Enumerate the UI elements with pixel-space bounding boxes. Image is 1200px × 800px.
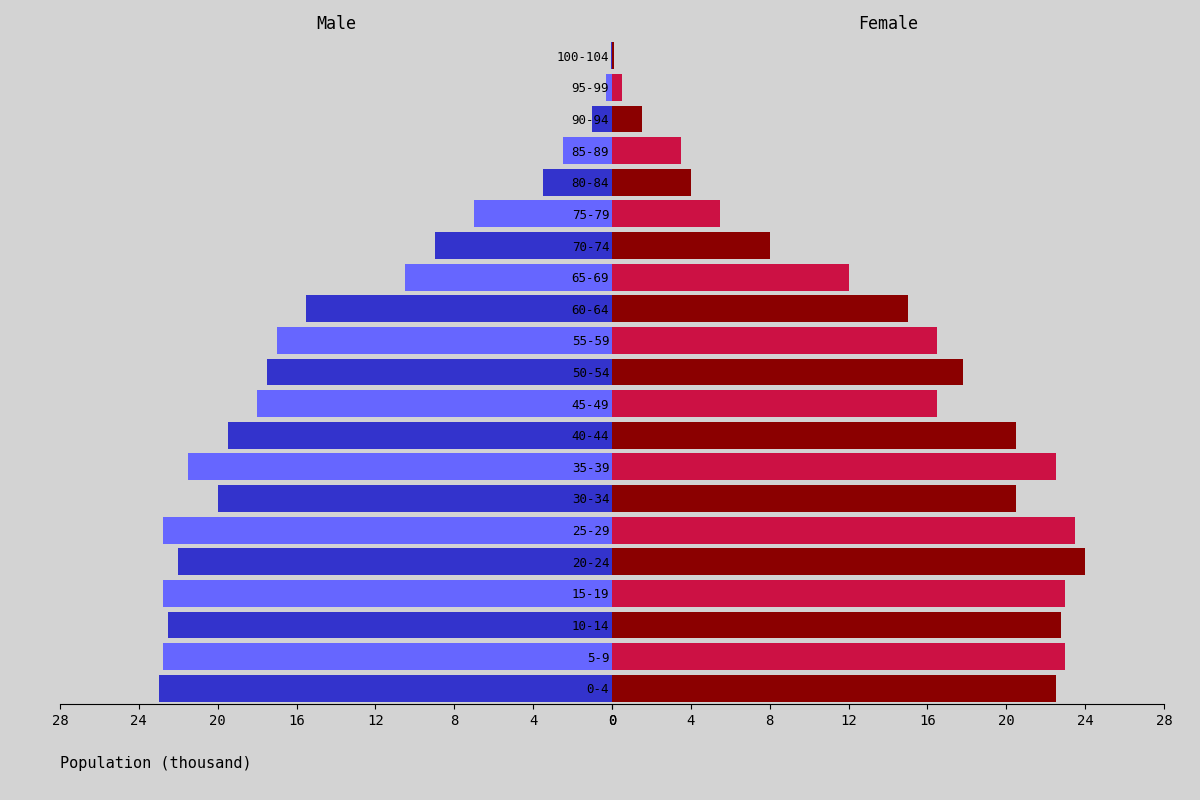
Bar	[612, 422, 1016, 449]
Title: Female: Female	[858, 15, 918, 33]
Bar	[158, 674, 612, 702]
Bar	[612, 106, 642, 133]
Bar	[612, 169, 691, 196]
Bar	[612, 74, 622, 101]
Bar	[612, 201, 720, 227]
Bar	[406, 264, 612, 290]
Bar	[257, 390, 612, 417]
Bar	[162, 517, 612, 543]
Bar	[612, 138, 682, 164]
Bar	[612, 580, 1066, 606]
Bar	[612, 674, 1056, 702]
Bar	[612, 327, 937, 354]
Bar	[542, 169, 612, 196]
Bar	[612, 485, 1016, 512]
Bar	[612, 517, 1075, 543]
Bar	[612, 390, 937, 417]
Bar	[612, 42, 614, 70]
Bar	[306, 295, 612, 322]
Bar	[179, 548, 612, 575]
Bar	[612, 295, 907, 322]
Bar	[268, 358, 612, 386]
Bar	[612, 232, 769, 259]
Bar	[612, 264, 848, 290]
Bar	[563, 138, 612, 164]
Bar	[162, 580, 612, 606]
Bar	[474, 201, 612, 227]
Bar	[168, 611, 612, 638]
Bar	[612, 358, 962, 386]
Bar	[277, 327, 612, 354]
Bar	[612, 611, 1062, 638]
Bar	[228, 422, 612, 449]
Bar	[217, 485, 612, 512]
Bar	[188, 454, 612, 480]
Bar	[612, 548, 1085, 575]
Bar	[434, 232, 612, 259]
Title: Male: Male	[316, 15, 356, 33]
Text: Population (thousand): Population (thousand)	[60, 756, 252, 771]
Bar	[612, 643, 1066, 670]
Bar	[162, 643, 612, 670]
Bar	[612, 454, 1056, 480]
Bar	[593, 106, 612, 133]
Bar	[606, 74, 612, 101]
